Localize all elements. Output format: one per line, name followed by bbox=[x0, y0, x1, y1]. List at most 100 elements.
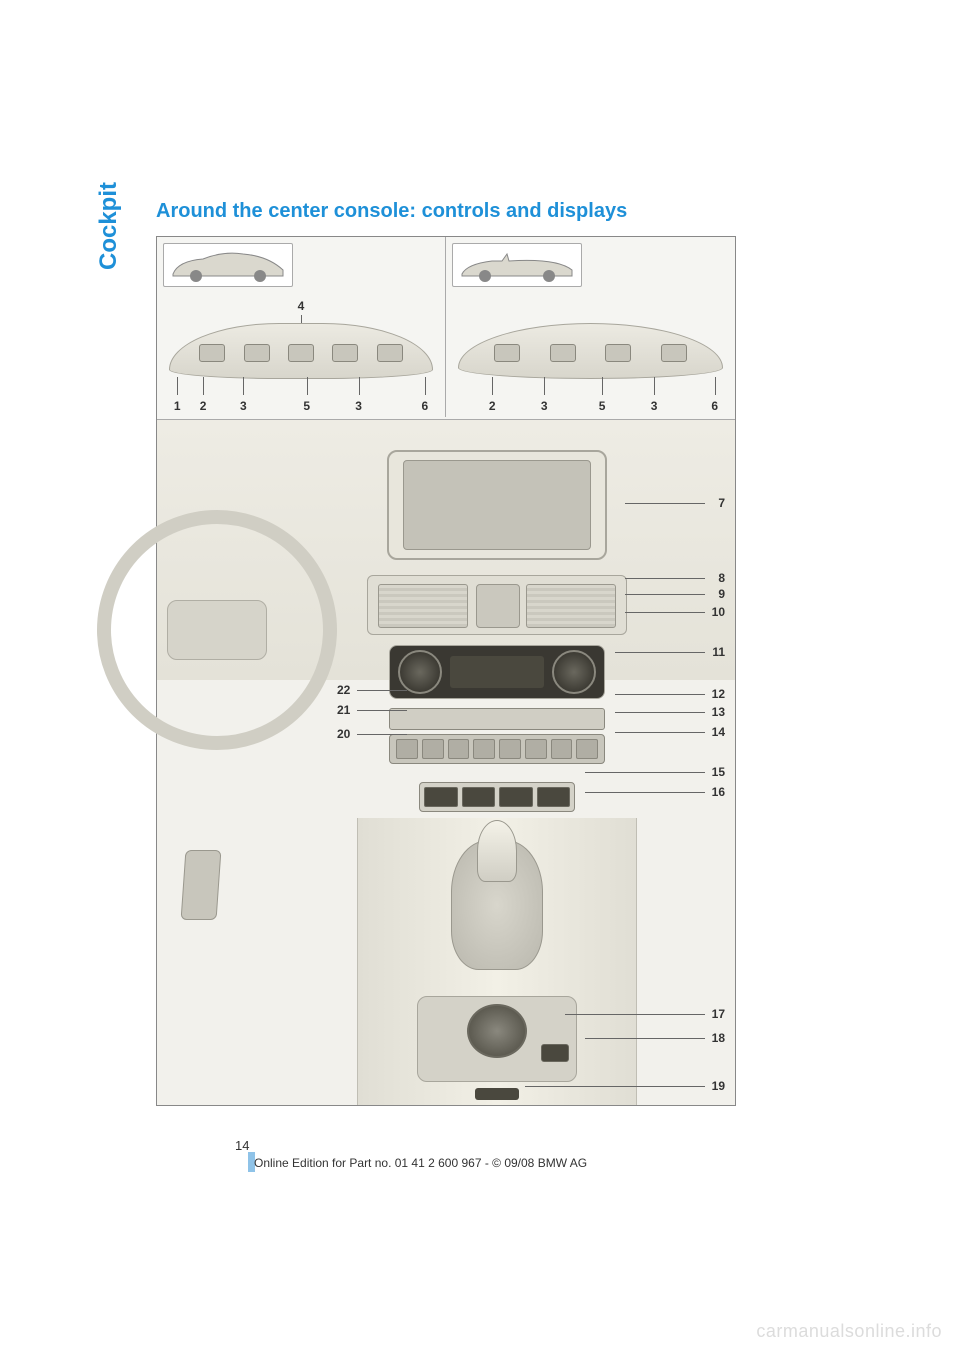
callout-right: 19 bbox=[705, 1079, 725, 1093]
leader-line bbox=[615, 652, 705, 653]
callout-number: 10 bbox=[705, 605, 725, 619]
callout-right: 7 bbox=[705, 496, 725, 510]
leader-line bbox=[357, 734, 407, 735]
climate-display bbox=[450, 656, 544, 688]
page-number: 14 bbox=[235, 1138, 249, 1153]
car-silhouette-coupe bbox=[163, 243, 293, 287]
leader-line bbox=[625, 594, 705, 595]
callout-number: 1 bbox=[174, 399, 181, 413]
oc-button bbox=[605, 344, 631, 362]
callout-left: 21 bbox=[337, 703, 357, 717]
cd-slot bbox=[389, 708, 605, 730]
callout-number: 2 bbox=[200, 399, 207, 413]
oc-button bbox=[332, 344, 358, 362]
leader-line bbox=[357, 710, 407, 711]
callout-number: 6 bbox=[421, 399, 428, 413]
leader-line bbox=[585, 772, 705, 773]
aux-button bbox=[462, 787, 496, 807]
callout-right: 15 bbox=[705, 765, 725, 779]
vent-left bbox=[378, 584, 468, 628]
preset-button bbox=[551, 739, 573, 759]
oc-button bbox=[494, 344, 520, 362]
section-category-vertical: Cockpit bbox=[95, 182, 123, 270]
leader-line bbox=[492, 377, 493, 395]
leader-line bbox=[585, 792, 705, 793]
callout-right: 14 bbox=[705, 725, 725, 739]
leader-line bbox=[359, 377, 360, 395]
manual-page: Cockpit Around the center console: contr… bbox=[0, 0, 960, 1358]
callout-number: 9 bbox=[705, 587, 725, 601]
callout-right: 16 bbox=[705, 785, 725, 799]
leader-line bbox=[602, 377, 603, 395]
aux-button bbox=[424, 787, 458, 807]
preset-button bbox=[525, 739, 547, 759]
leader-line bbox=[243, 377, 244, 395]
leader-line bbox=[357, 690, 407, 691]
aux-button bbox=[537, 787, 571, 807]
callout-number: 20 bbox=[337, 727, 357, 741]
overhead-console-panels: 4 123536 bbox=[157, 237, 735, 417]
preset-button bbox=[396, 739, 418, 759]
footwell bbox=[157, 810, 347, 1105]
steering-hub bbox=[167, 600, 267, 660]
callout-right: 8 bbox=[705, 571, 725, 585]
leader-line bbox=[615, 694, 705, 695]
control-display-screen bbox=[387, 450, 607, 560]
oc-button bbox=[377, 344, 403, 362]
callout-number: 18 bbox=[705, 1031, 725, 1045]
callout-number: 19 bbox=[705, 1079, 725, 1093]
leader-line bbox=[615, 712, 705, 713]
bottom-callouts-convertible: 23536 bbox=[446, 395, 735, 413]
callout-number: 14 bbox=[705, 725, 725, 739]
leader-line bbox=[177, 377, 178, 395]
callout-number: 3 bbox=[240, 399, 247, 413]
climate-control-panel bbox=[389, 645, 605, 699]
center-console-diagram: 78910111213141516171819 222120 bbox=[157, 419, 735, 1105]
panel-convertible: 23536 bbox=[446, 237, 735, 417]
preset-button bbox=[576, 739, 598, 759]
temp-dial-right bbox=[552, 650, 596, 694]
leader-line bbox=[715, 377, 716, 395]
callout-right: 9 bbox=[705, 587, 725, 601]
idrive-controller bbox=[467, 1004, 527, 1058]
callout-right: 10 bbox=[705, 605, 725, 619]
callout-number: 6 bbox=[711, 399, 718, 413]
leader-line bbox=[203, 377, 204, 395]
leader-line bbox=[625, 578, 705, 579]
watermark: carmanualsonline.info bbox=[756, 1321, 942, 1342]
gear-shifter bbox=[477, 820, 517, 882]
callout-number: 16 bbox=[705, 785, 725, 799]
leader-line bbox=[525, 1086, 705, 1087]
callout-right: 13 bbox=[705, 705, 725, 719]
temp-dial-left bbox=[398, 650, 442, 694]
callout-number: 8 bbox=[705, 571, 725, 585]
car-silhouette-convertible bbox=[452, 243, 582, 287]
overhead-console-coupe bbox=[169, 323, 433, 379]
leader-line bbox=[625, 612, 705, 613]
callout-number: 3 bbox=[355, 399, 362, 413]
auxiliary-switch-row bbox=[419, 782, 575, 812]
oc-button bbox=[288, 344, 314, 362]
footer-copyright: Online Edition for Part no. 01 41 2 600 … bbox=[254, 1156, 587, 1170]
callout-right: 18 bbox=[705, 1031, 725, 1045]
oc-button bbox=[550, 344, 576, 362]
callout-right: 17 bbox=[705, 1007, 725, 1021]
callout-number: 7 bbox=[705, 496, 725, 510]
leader-line bbox=[615, 732, 705, 733]
preset-button bbox=[473, 739, 495, 759]
callout-number: 15 bbox=[705, 765, 725, 779]
oc-button bbox=[199, 344, 225, 362]
callout-number: 17 bbox=[705, 1007, 725, 1021]
vent-right bbox=[526, 584, 616, 628]
callout-right: 11 bbox=[705, 645, 725, 659]
oc-button bbox=[661, 344, 687, 362]
page-number-block: 14 bbox=[235, 1138, 255, 1172]
diagram-container: 4 123536 bbox=[156, 236, 736, 1106]
section-heading: Around the center console: controls and … bbox=[156, 200, 627, 223]
idrive-menu-button bbox=[541, 1044, 569, 1062]
leader-line bbox=[425, 377, 426, 395]
panel-coupe: 4 123536 bbox=[157, 237, 446, 417]
callout-number: 22 bbox=[337, 683, 357, 697]
callout-number: 3 bbox=[651, 399, 658, 413]
callout-number: 21 bbox=[337, 703, 357, 717]
